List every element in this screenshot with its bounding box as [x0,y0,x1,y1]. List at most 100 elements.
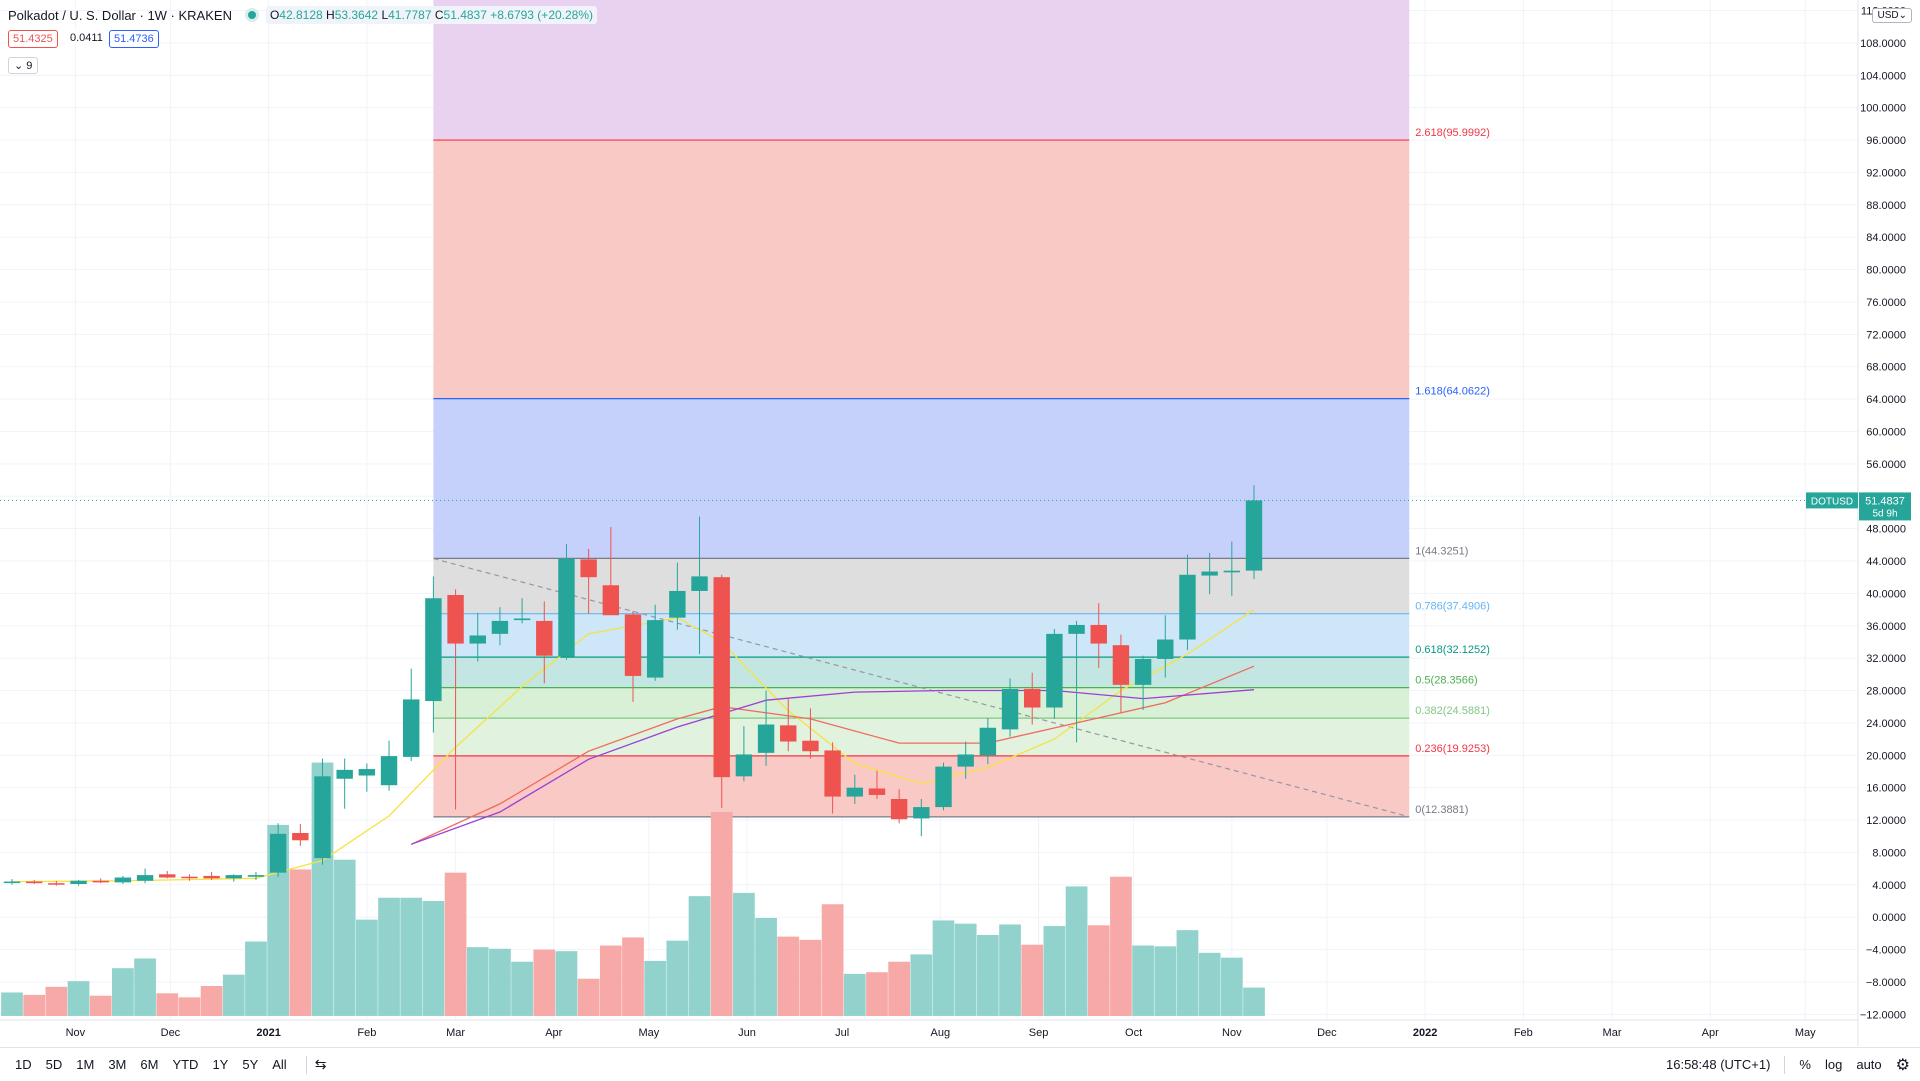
volume-bar [954,923,977,1016]
log-scale-button[interactable]: log [1824,1057,1843,1072]
range-button-6m[interactable]: 6M [140,1057,159,1072]
fib-zone [433,657,1410,688]
volume-bar [156,993,179,1016]
price-tick-label: −12.0000 [1860,1009,1906,1021]
candle-body [292,833,309,841]
candle-body [1046,633,1063,708]
time-tick-label: Feb [357,1027,376,1039]
volume-bar [489,948,511,1016]
time-tick-label: May [638,1027,659,1039]
candle-body [225,875,242,879]
fib-zone [433,140,1410,399]
percent-scale-button[interactable]: % [1799,1057,1811,1072]
volume-bar [777,936,800,1016]
price-tick-label: 40.0000 [1866,588,1906,600]
countdown-label: 5d 9h [1872,508,1897,519]
ask-price[interactable]: 51.4736 [109,30,159,48]
time-axis[interactable]: Nov Dec 2021 Feb Mar Apr May Jun Jul Aug Sep Oct Nov… [0,1019,1858,1039]
currency-select[interactable]: USD⌄ [1872,8,1912,23]
fib-level-label: 0(12.3881) [1415,804,1468,816]
ohlc-values: O42.8128 H53.3642 L41.7787 C51.4837 +8.6… [265,6,598,24]
time-tick-label: Aug [931,1027,951,1039]
auto-scale-button[interactable]: auto [1856,1057,1882,1072]
price-chart[interactable]: 2.618(95.9992) 1.618(64.0622) 1(44.3251) 0.… [0,0,1920,1046]
price-tick-label: 72.0000 [1866,329,1906,341]
candle-body [447,595,464,644]
symbol-tag-label: DOTUSD [1811,496,1853,507]
volume-bar [23,994,46,1016]
candle-body [114,877,132,883]
indicators-collapse-button[interactable]: ⌄ 9 [8,57,39,74]
volume-bar [1176,930,1199,1016]
fib-retracement[interactable]: 2.618(95.9992) 1.618(64.0622) 1(44.3251) 0.… [433,0,1490,818]
symbol-tag [1806,492,1858,509]
candle-body [913,807,930,819]
price-tick-label: 20.0000 [1866,750,1906,762]
volume-bars [1,762,1265,1016]
range-button-1y[interactable]: 1Y [212,1057,229,1072]
candle-body [646,620,664,678]
last-price-label: 51.4837 [1865,495,1905,507]
price-tick-label: 60.0000 [1866,426,1906,438]
fib-level-label: 1(44.3251) [1415,545,1468,557]
price-axis[interactable]: 112.0000108.0000104.0000100.000096.00009… [1806,0,1911,1046]
fib-level-label: 2.618(95.9992) [1415,127,1490,139]
price-tick-label: 4.0000 [1872,880,1906,892]
volume-bar [555,951,578,1016]
price-tick-label: 48.0000 [1866,524,1906,536]
candle-body [469,635,486,644]
range-button-1d[interactable]: 1D [15,1057,32,1072]
spread-value: 0.0411 [66,30,107,46]
dashed-trendline[interactable] [433,557,1410,818]
candle-body [403,699,420,757]
candle-body [802,740,819,752]
range-button-3m[interactable]: 3M [108,1057,127,1072]
candle-body [1090,624,1107,644]
candle-body [1112,645,1130,685]
volume-bar [378,897,400,1016]
price-tick-label: 100.0000 [1860,103,1906,115]
trendline[interactable] [433,557,1410,818]
volume-bar [1220,957,1243,1016]
candle-body [1201,571,1218,576]
candle-body [247,875,265,877]
volume-bar [1087,925,1110,1016]
candle-body [536,620,553,656]
candle-body [735,754,753,777]
candle-body [713,577,730,778]
price-tick-label: 24.0000 [1866,718,1906,730]
volume-bar [67,981,90,1016]
volume-bar [112,968,134,1016]
candle-body [1068,624,1085,634]
candle-body [1245,500,1263,571]
fib-level-label: 0.5(28.3566) [1415,675,1477,687]
goto-date-icon[interactable]: ⇆ [314,1056,327,1072]
candle-body [890,799,908,820]
price-tick-label: 64.0000 [1866,394,1906,406]
volume-bar [200,986,223,1016]
time-tick-label: Apr [1702,1027,1719,1039]
gear-icon[interactable]: ⚙ [1895,1056,1910,1074]
candle-body [70,880,87,884]
candle-body [1024,688,1041,708]
volume-bar [577,978,600,1016]
volume-bar [866,972,888,1016]
fib-level-label: 0.786(37.4906) [1415,601,1490,613]
volume-bar [799,939,822,1016]
candle-body [1223,570,1241,573]
range-button-all[interactable]: All [272,1057,287,1072]
range-buttons: 1D 5D 1M 3M 6M YTD 1Y 5Y All [0,1057,294,1072]
candle-body [513,618,531,621]
candle-body [558,558,575,657]
price-tick-label: 8.0000 [1872,847,1906,859]
range-button-1m[interactable]: 1M [76,1057,95,1072]
price-tick-label: 44.0000 [1866,556,1906,568]
range-button-5y[interactable]: 5Y [242,1057,259,1072]
symbol-title[interactable]: Polkadot / U. S. Dollar · 1W · KRAKEN [8,7,232,23]
fib-level-label: 1.618(64.0622) [1415,386,1490,398]
range-button-5d[interactable]: 5D [45,1057,63,1072]
clock-time[interactable]: 16:58:48 (UTC+1) [1666,1057,1771,1072]
bid-price[interactable]: 51.4325 [8,30,58,48]
range-button-ytd[interactable]: YTD [172,1057,199,1072]
candle-body [203,875,220,879]
